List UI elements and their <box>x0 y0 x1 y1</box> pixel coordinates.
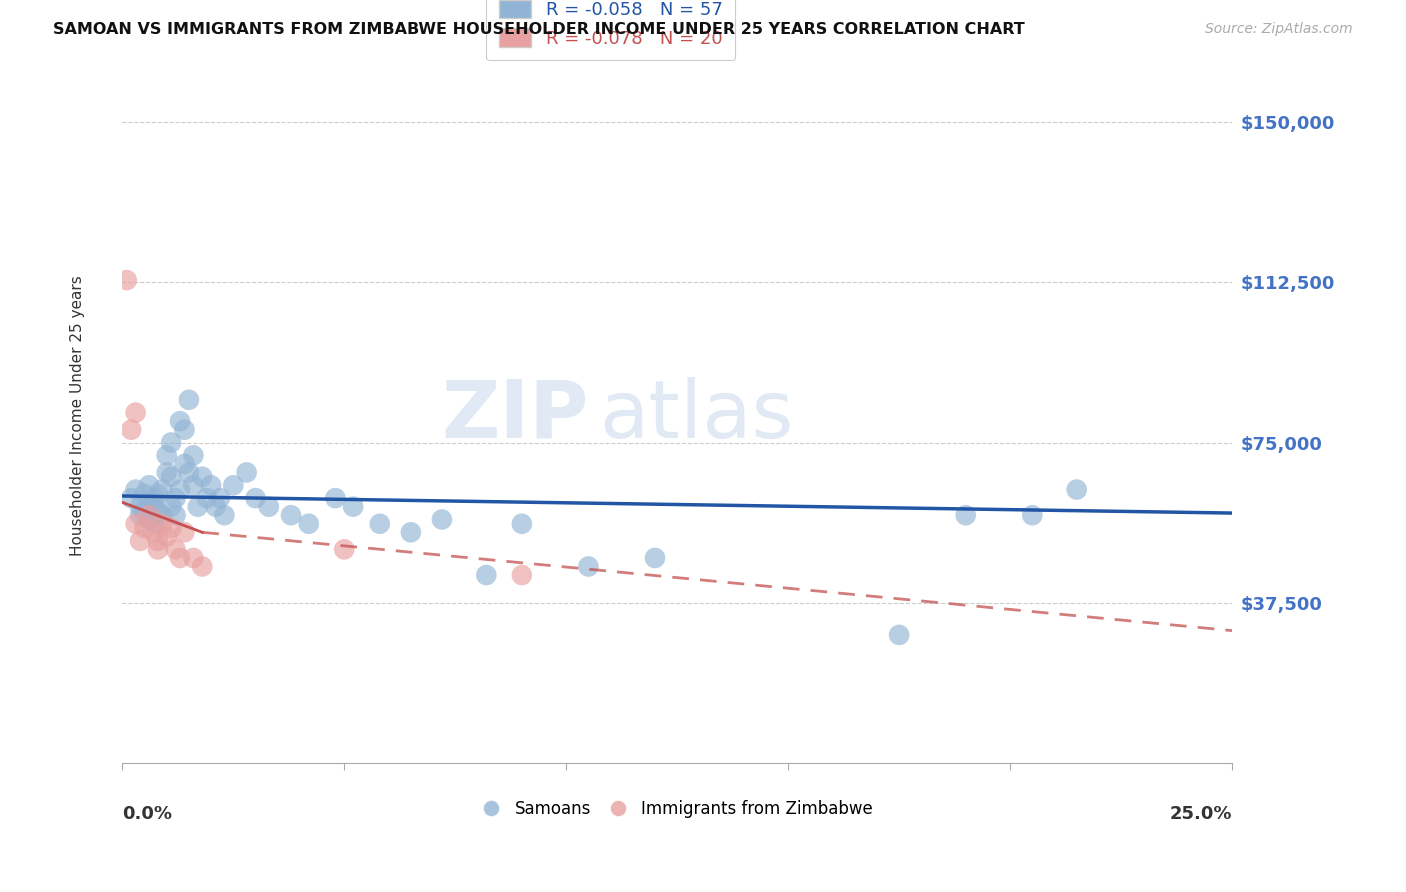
Point <box>134 521 156 535</box>
Point <box>165 508 187 523</box>
Point <box>160 500 183 514</box>
Point <box>120 491 142 505</box>
Point <box>955 508 977 523</box>
Point <box>191 469 214 483</box>
Point <box>124 406 146 420</box>
Point <box>142 525 165 540</box>
Point <box>399 525 422 540</box>
Point <box>150 508 173 523</box>
Point <box>325 491 347 505</box>
Point <box>165 491 187 505</box>
Point <box>146 533 169 548</box>
Point <box>298 516 321 531</box>
Point <box>129 508 152 523</box>
Point <box>124 516 146 531</box>
Point <box>177 392 200 407</box>
Text: ZIP: ZIP <box>441 376 588 455</box>
Point <box>430 512 453 526</box>
Point <box>644 551 666 566</box>
Point <box>120 423 142 437</box>
Point <box>280 508 302 523</box>
Point <box>173 457 195 471</box>
Point <box>183 551 205 566</box>
Point <box>160 469 183 483</box>
Point <box>150 483 173 497</box>
Text: atlas: atlas <box>599 376 794 455</box>
Point <box>576 559 599 574</box>
Point <box>195 491 218 505</box>
Point <box>138 478 160 492</box>
Point <box>214 508 236 523</box>
Point <box>173 525 195 540</box>
Point <box>146 542 169 557</box>
Point <box>134 504 156 518</box>
Point <box>156 466 179 480</box>
Point <box>129 500 152 514</box>
Point <box>173 423 195 437</box>
Point <box>187 500 209 514</box>
Point <box>142 516 165 531</box>
Legend: Samoans, Immigrants from Zimbabwe: Samoans, Immigrants from Zimbabwe <box>475 793 880 824</box>
Point <box>368 516 391 531</box>
Text: SAMOAN VS IMMIGRANTS FROM ZIMBABWE HOUSEHOLDER INCOME UNDER 25 YEARS CORRELATION: SAMOAN VS IMMIGRANTS FROM ZIMBABWE HOUSE… <box>53 22 1025 37</box>
Point <box>138 508 160 523</box>
Point <box>156 530 179 544</box>
Text: 25.0%: 25.0% <box>1170 805 1232 822</box>
Point <box>134 487 156 501</box>
Text: Source: ZipAtlas.com: Source: ZipAtlas.com <box>1205 22 1353 37</box>
Point <box>342 500 364 514</box>
Point <box>169 414 191 428</box>
Point <box>475 568 498 582</box>
Point <box>1066 483 1088 497</box>
Point <box>165 542 187 557</box>
Point <box>160 521 183 535</box>
Point <box>156 448 179 462</box>
Point <box>200 478 222 492</box>
Point <box>245 491 267 505</box>
Text: 0.0%: 0.0% <box>122 805 173 822</box>
Point <box>169 483 191 497</box>
Point <box>169 551 191 566</box>
Point <box>129 533 152 548</box>
Point <box>115 273 138 287</box>
Point <box>208 491 231 505</box>
Point <box>160 435 183 450</box>
Text: Householder Income Under 25 years: Householder Income Under 25 years <box>70 276 86 557</box>
Point <box>183 478 205 492</box>
Point <box>146 487 169 501</box>
Point <box>235 466 257 480</box>
Point <box>510 516 533 531</box>
Point <box>142 491 165 505</box>
Point <box>146 504 169 518</box>
Point <box>887 628 910 642</box>
Point <box>333 542 356 557</box>
Point <box>177 466 200 480</box>
Point <box>204 500 226 514</box>
Point <box>150 516 173 531</box>
Point <box>138 512 160 526</box>
Point <box>191 559 214 574</box>
Point <box>257 500 280 514</box>
Point <box>183 448 205 462</box>
Point <box>124 483 146 497</box>
Point <box>142 500 165 514</box>
Point <box>510 568 533 582</box>
Point <box>222 478 245 492</box>
Point <box>1021 508 1043 523</box>
Point <box>138 495 160 509</box>
